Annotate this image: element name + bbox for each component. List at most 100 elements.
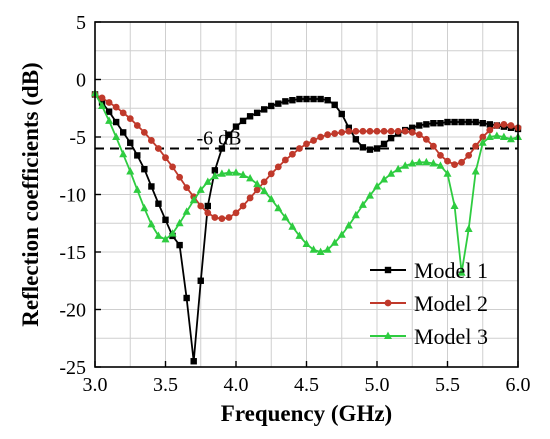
data-point [224,168,233,176]
data-point [365,191,374,199]
data-point [380,127,388,135]
data-point [162,216,169,223]
data-point [155,145,162,152]
data-point [267,170,275,178]
data-point [415,131,423,139]
data-point [190,358,197,365]
data-point [310,95,317,103]
series-model-3 [91,88,522,276]
legend-label: Model 3 [414,324,488,349]
data-point [203,177,212,185]
data-point [253,186,261,194]
data-point [416,122,423,129]
data-point [387,127,395,135]
data-point [387,169,396,177]
data-point [429,159,438,167]
data-point [344,221,353,229]
data-point [183,294,190,302]
data-point [324,97,331,104]
x-tick-label: 3.0 [83,374,108,396]
legend: Model 1 Model 2 Model 3 [370,258,488,349]
data-point [154,231,163,239]
data-point [155,200,162,207]
data-point [182,207,191,215]
data-point [458,158,465,166]
data-point [218,215,226,223]
data-point [260,186,269,195]
data-point [112,103,120,111]
data-point [500,120,508,128]
data-point [338,129,346,136]
data-point [148,137,155,144]
data-point [232,168,240,176]
data-point [119,109,127,117]
data-point [274,203,283,212]
data-point [133,122,141,129]
data-point [380,175,389,183]
data-point [189,195,198,204]
data-point [331,130,339,137]
data-point [98,101,107,109]
data-point [366,146,374,153]
data-point [126,167,135,175]
legend-item: Model 3 [370,324,488,349]
y-tick-label: 5 [76,12,86,34]
data-point [112,132,121,140]
data-point [261,106,268,113]
data-point [422,135,430,143]
data-point [309,245,318,253]
data-point [98,94,106,102]
data-point [281,213,290,221]
data-point [296,145,303,152]
data-point [323,245,332,253]
data-point [352,136,360,143]
y-tick-label: -15 [59,242,86,264]
data-point [105,99,113,106]
x-tick-label: 4.0 [224,374,249,396]
data-point [246,113,254,120]
data-point [310,137,317,144]
data-point [316,247,325,255]
data-point [289,97,296,104]
data-point [134,152,141,159]
data-point [485,132,494,140]
data-point [225,214,233,221]
y-tick-label: -25 [59,357,86,379]
data-point [373,127,381,135]
data-point [317,95,324,103]
data-point [303,95,310,103]
data-point [112,118,120,126]
data-point [120,129,127,136]
data-point [217,169,226,177]
data-point [232,209,240,217]
x-tick-label: 5.0 [365,374,390,396]
data-point [105,108,113,115]
x-tick-label: 6.0 [506,374,531,396]
data-point [486,121,493,128]
data-point [253,109,261,117]
legend-swatch-marker [384,266,392,274]
data-point [479,133,487,141]
data-point [472,118,479,126]
data-point [303,140,310,148]
data-point [366,127,374,135]
data-point [288,222,297,230]
data-point [337,230,346,238]
data-point [176,173,184,181]
data-point [430,142,437,150]
data-point [401,127,409,135]
data-point [430,120,437,127]
data-point [105,116,114,124]
data-point [246,194,254,202]
data-point [373,182,381,190]
data-point [161,234,170,243]
data-point [239,170,248,178]
y-tick-label: 0 [76,70,86,92]
data-point [126,115,134,122]
data-point [196,185,205,193]
data-point [119,149,128,158]
data-point [493,122,501,129]
data-point [437,120,444,127]
x-tick-label: 5.5 [435,374,460,396]
